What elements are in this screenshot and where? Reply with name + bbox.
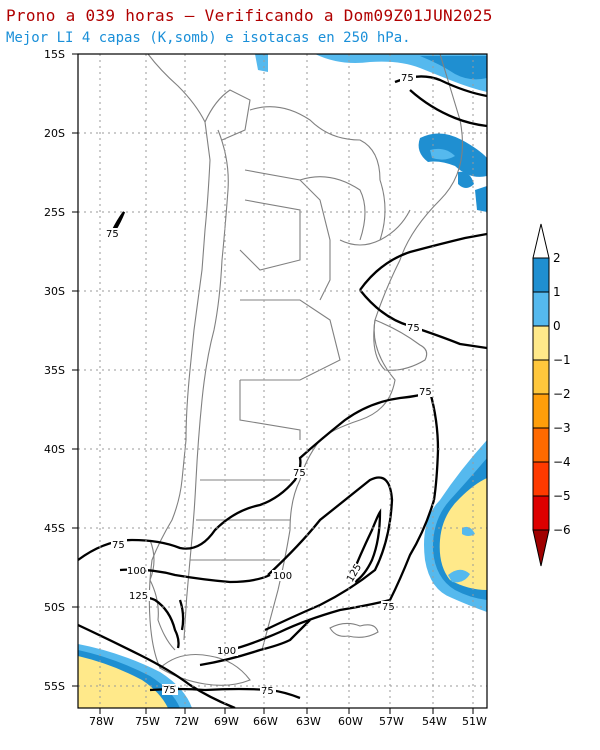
isotach-label: 75 (382, 602, 395, 613)
lon-label: 78W (89, 715, 114, 728)
latitude-labels: 15S 20S 25S 30S 35S 40S 45S 50S 55S (44, 48, 65, 693)
legend-cap-top (532, 223, 550, 259)
lat-label: 15S (44, 48, 65, 61)
color-legend: 2 1 0 −1 −2 −3 −4 −5 −6 (532, 223, 571, 567)
legend-swatch (532, 291, 550, 327)
isotach-label: 100 (273, 571, 292, 582)
lat-label: 40S (44, 443, 65, 456)
isotach-label: 125 (129, 591, 148, 602)
legend-label: −4 (553, 455, 571, 469)
legend-label: 1 (553, 285, 561, 299)
axis-ticks (72, 53, 474, 714)
isotach-label: 75 (106, 229, 119, 240)
isotach-label: 75 (401, 73, 414, 84)
legend-label: −1 (553, 353, 571, 367)
lon-label: 72W (174, 715, 199, 728)
isotach-label: 75 (163, 685, 176, 696)
lat-label: 55S (44, 680, 65, 693)
map-frame (77, 53, 488, 709)
isotach-label: 75 (261, 686, 274, 697)
map-title: Prono a 039 horas — Verificando a Dom09Z… (6, 6, 493, 25)
legend-cap-bottom (532, 529, 550, 567)
lon-label: 66W (253, 715, 278, 728)
isotach-label: 75 (407, 323, 420, 334)
isotach-labels: 75 75 75 75 75 75 100 125 100 125 75 100… (105, 72, 434, 697)
isotach-label: 75 (419, 387, 432, 398)
lon-label: 60W (338, 715, 363, 728)
isotach-label: 75 (112, 540, 125, 551)
lat-label: 30S (44, 285, 65, 298)
isotach-label: 100 (217, 646, 236, 657)
li-shading (78, 54, 487, 708)
lon-label: 54W (422, 715, 447, 728)
lat-lon-grid (78, 54, 487, 708)
legend-label: 2 (553, 251, 561, 265)
map-subtitle: Mejor LI 4 capas (K,somb) e isotacas en … (6, 30, 411, 46)
legend-swatch (532, 461, 550, 497)
lat-label: 35S (44, 364, 65, 377)
lon-label: 63W (296, 715, 321, 728)
isotach-label: 75 (293, 468, 306, 479)
lat-label: 50S (44, 601, 65, 614)
isotach-lines (78, 75, 487, 708)
lat-label: 25S (44, 206, 65, 219)
longitude-labels: 78W 75W 72W 69W 66W 63W 60W 57W 54W 51W (89, 715, 487, 728)
legend-label: 0 (553, 319, 561, 333)
legend-label: −3 (553, 421, 571, 435)
legend-label: −5 (553, 489, 571, 503)
isotach-label: 100 (127, 566, 146, 577)
legend-swatch (532, 325, 550, 361)
lon-label: 57W (379, 715, 404, 728)
legend-label: −6 (553, 523, 571, 537)
lat-label: 20S (44, 127, 65, 140)
lon-label: 51W (462, 715, 487, 728)
lat-label: 45S (44, 522, 65, 535)
legend-swatch (532, 257, 550, 293)
legend-swatch (532, 393, 550, 429)
lon-label: 69W (214, 715, 239, 728)
country-borders (147, 54, 463, 686)
lon-label: 75W (135, 715, 160, 728)
legend-swatch (532, 427, 550, 463)
legend-swatch (532, 495, 550, 531)
legend-label: −2 (553, 387, 571, 401)
legend-swatch (532, 359, 550, 395)
